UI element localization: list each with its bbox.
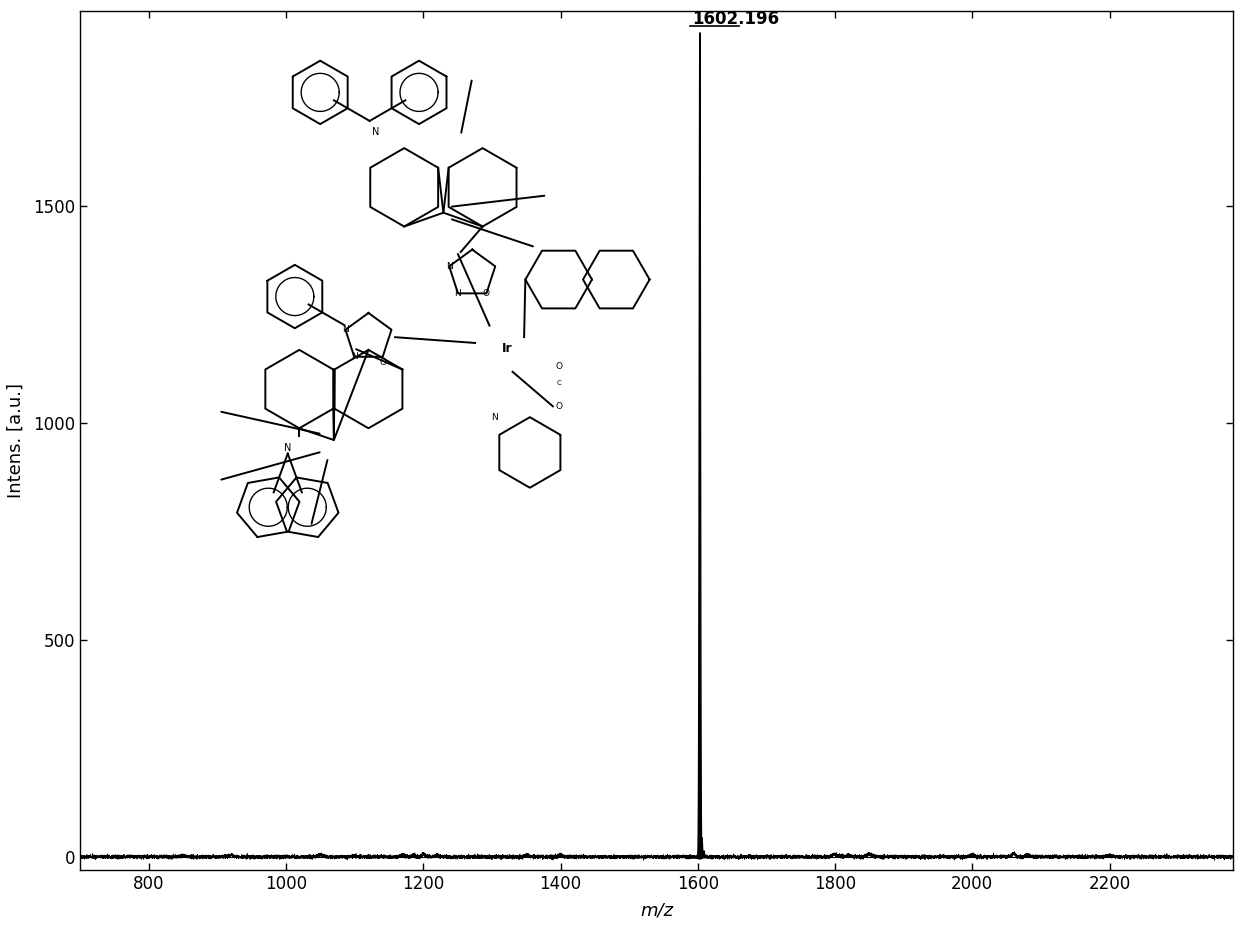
Y-axis label: Intens. [a.u.]: Intens. [a.u.] (7, 382, 25, 497)
Text: 1602.196: 1602.196 (692, 10, 780, 28)
X-axis label: m/z: m/z (640, 901, 673, 920)
